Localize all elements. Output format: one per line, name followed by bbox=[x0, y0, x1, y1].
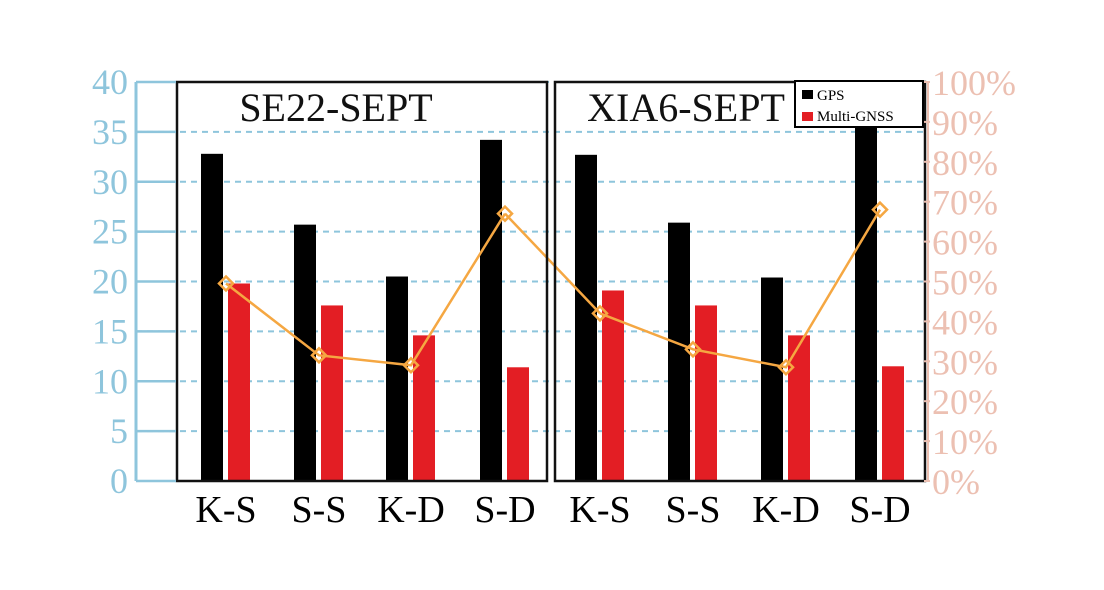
legend-swatch-gps bbox=[802, 90, 813, 99]
left-tick-label: 20 bbox=[92, 262, 128, 302]
panel-title: XIA6-SEPT bbox=[587, 85, 785, 130]
gps-bar bbox=[855, 126, 877, 481]
gps-bar bbox=[480, 139, 502, 482]
ratio-marker bbox=[591, 304, 609, 323]
right-tick-label: 80% bbox=[932, 143, 998, 183]
labels: 0 5 10 15 20 25 30 35 40 0%10%20%30%40%50%60%70%8… bbox=[92, 62, 1016, 531]
ratio-polyline bbox=[599, 209, 882, 369]
x-tick-label: K-D bbox=[377, 489, 445, 531]
left-tick-label: 0 bbox=[110, 461, 128, 501]
right-tick-label: 50% bbox=[932, 263, 998, 303]
left-tick-label: 10 bbox=[92, 361, 128, 401]
gps-bar bbox=[294, 224, 316, 481]
left-tick-label: 25 bbox=[92, 212, 128, 252]
legend-box bbox=[794, 80, 924, 128]
multi-gnss-bar bbox=[788, 335, 810, 481]
right-tick-label: 40% bbox=[932, 302, 998, 342]
x-tick-label: K-D bbox=[752, 489, 820, 531]
gps-bar bbox=[575, 154, 597, 481]
left-tick-label: 5 bbox=[110, 411, 128, 451]
ratio-marker bbox=[217, 274, 235, 293]
x-tick-label: K-S bbox=[195, 489, 256, 531]
legend: GPS Multi-GNSS bbox=[794, 80, 924, 128]
x-tick-label: S-S bbox=[666, 489, 721, 531]
multi-gnss-bar bbox=[507, 367, 529, 481]
left-tick-label: 40 bbox=[92, 62, 128, 102]
panel-title: SE22-SEPT bbox=[239, 85, 432, 130]
ratio-marker bbox=[871, 200, 889, 219]
ratio-marker bbox=[402, 356, 420, 375]
right-tick-label: 70% bbox=[932, 183, 998, 223]
x-tick-label: S-D bbox=[849, 489, 910, 531]
multi-gnss-bar bbox=[321, 305, 343, 481]
axes bbox=[134, 80, 930, 483]
gps-bar bbox=[668, 222, 690, 481]
x-tick-label: K-S bbox=[569, 489, 630, 531]
ratio-marker bbox=[684, 340, 702, 359]
x-tick-label: S-D bbox=[474, 489, 535, 531]
ratio-marker bbox=[777, 358, 795, 377]
left-tick-label: 30 bbox=[92, 162, 128, 202]
legend-label-multi-gnss: Multi-GNSS bbox=[817, 109, 894, 125]
left-tick-label: 15 bbox=[92, 311, 128, 351]
right-tick-label: 90% bbox=[932, 103, 998, 143]
multi-gnss-bar bbox=[882, 366, 904, 481]
ratio-polyline bbox=[225, 213, 507, 367]
ratio-marker bbox=[496, 204, 514, 223]
right-tick-label: 30% bbox=[932, 342, 998, 382]
legend-label-gps: GPS bbox=[817, 88, 845, 104]
gps-bar bbox=[761, 277, 783, 481]
left-tick-label: 35 bbox=[92, 112, 128, 152]
right-tick-label: 20% bbox=[932, 382, 998, 422]
legend-swatch-multi-gnss bbox=[802, 112, 813, 121]
ratio-connector bbox=[504, 212, 601, 315]
right-tick-label: 10% bbox=[932, 422, 998, 462]
gps-bar bbox=[201, 153, 223, 481]
right-tick-label: 100% bbox=[932, 63, 1016, 103]
multi-gnss-bar bbox=[602, 290, 624, 481]
ratio-line bbox=[217, 200, 889, 377]
multi-gnss-bar bbox=[413, 335, 435, 481]
ratio-marker bbox=[310, 346, 328, 365]
right-tick-label: 60% bbox=[932, 223, 998, 263]
gps-bar bbox=[386, 276, 408, 481]
multi-gnss-bar bbox=[228, 283, 250, 481]
multi-gnss-bar bbox=[695, 305, 717, 481]
x-tick-label: S-S bbox=[292, 489, 347, 531]
panel-frame bbox=[175, 80, 549, 483]
bars bbox=[201, 126, 904, 482]
right-tick-label: 0% bbox=[932, 462, 980, 502]
gridlines bbox=[136, 81, 928, 433]
